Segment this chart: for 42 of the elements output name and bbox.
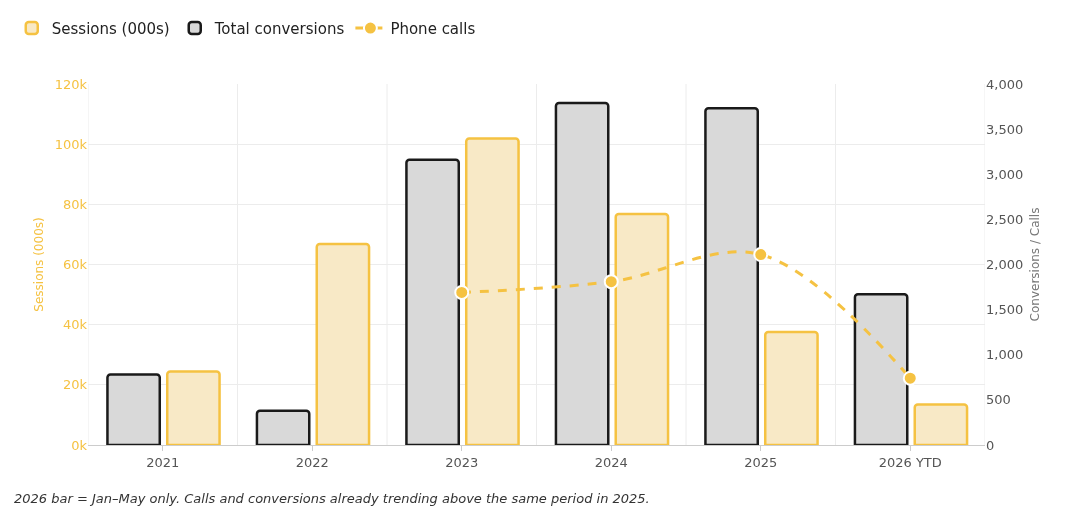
point: [753, 247, 769, 263]
bar: [165, 370, 221, 445]
y-axis-title: Sessions (000s): [31, 217, 46, 312]
bar: [763, 330, 819, 445]
y2-axis-title: Conversions / Calls: [1028, 207, 1043, 322]
y2-tick-label: 2,500: [986, 211, 1024, 227]
text: 2026 bar = Jan–May only. Calls and conversions already trending above the same period in 2025.: [14, 491, 650, 506]
y2-tick-label: 1,000: [986, 347, 1024, 363]
x-tick-label: 2024: [594, 454, 628, 470]
y-tick-label: 20k: [62, 377, 88, 393]
bar: [405, 158, 461, 445]
y2-tick-label: 3,500: [986, 121, 1024, 137]
point: [603, 274, 619, 290]
y-tick-label: 80k: [62, 196, 88, 212]
x-tick-label: 2026 YTD: [878, 454, 942, 470]
y2-tick-label: 2,000: [986, 257, 1024, 273]
bar: [853, 293, 909, 445]
y-tick-label: 60k: [62, 257, 88, 273]
y2-tick-label: 3,000: [986, 166, 1024, 182]
y-tick-label: 0k: [71, 437, 88, 453]
x-tick-label: 2023: [445, 454, 479, 470]
point: [902, 370, 918, 386]
bar: [255, 409, 311, 445]
bar: [913, 403, 969, 445]
y-tick-label: 40k: [62, 317, 88, 333]
legend-label: Total conversions: [213, 19, 345, 38]
legend-label: Phone calls: [390, 19, 476, 38]
x-tick-label: 2025: [744, 454, 778, 470]
bar: [554, 101, 610, 445]
y2-tick-label: 500: [986, 392, 1011, 408]
point: [454, 284, 470, 300]
legend-label: Sessions (000s): [51, 19, 170, 38]
y2-tick-label: 1,500: [986, 302, 1024, 318]
bar: [704, 107, 760, 445]
x-tick-label: 2021: [146, 454, 180, 470]
bar: [106, 373, 162, 445]
x-tick-label: 2022: [295, 454, 329, 470]
y2-tick-label: 0: [986, 437, 995, 453]
y-tick-label: 120k: [54, 76, 88, 92]
y2-tick-label: 4,000: [986, 76, 1024, 92]
y-tick-label: 100k: [54, 136, 88, 152]
bar: [315, 242, 371, 445]
